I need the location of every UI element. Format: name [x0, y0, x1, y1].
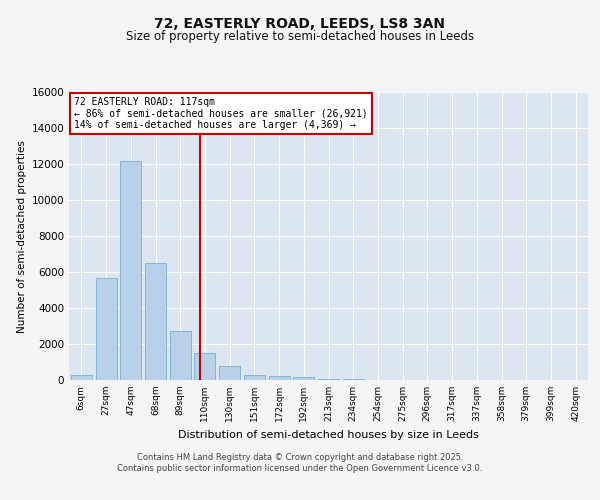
Bar: [318, 378, 339, 380]
Bar: [269, 376, 290, 380]
Bar: [145, 263, 166, 380]
Text: 72 EASTERLY ROAD: 117sqm
← 86% of semi-detached houses are smaller (26,921)
14% : 72 EASTERLY ROAD: 117sqm ← 86% of semi-d…: [74, 97, 368, 130]
Text: Contains public sector information licensed under the Open Government Licence v3: Contains public sector information licen…: [118, 464, 482, 473]
Bar: [219, 366, 240, 380]
Bar: [170, 332, 191, 380]
Text: Size of property relative to semi-detached houses in Leeds: Size of property relative to semi-detach…: [126, 30, 474, 43]
X-axis label: Distribution of semi-detached houses by size in Leeds: Distribution of semi-detached houses by …: [178, 430, 479, 440]
Bar: [120, 161, 141, 380]
Text: 72, EASTERLY ROAD, LEEDS, LS8 3AN: 72, EASTERLY ROAD, LEEDS, LS8 3AN: [155, 18, 445, 32]
Bar: [244, 374, 265, 380]
Bar: [71, 374, 92, 380]
Bar: [95, 278, 116, 380]
Bar: [293, 378, 314, 380]
Bar: [194, 353, 215, 380]
Text: Contains HM Land Registry data © Crown copyright and database right 2025.: Contains HM Land Registry data © Crown c…: [137, 452, 463, 462]
Y-axis label: Number of semi-detached properties: Number of semi-detached properties: [17, 140, 27, 332]
